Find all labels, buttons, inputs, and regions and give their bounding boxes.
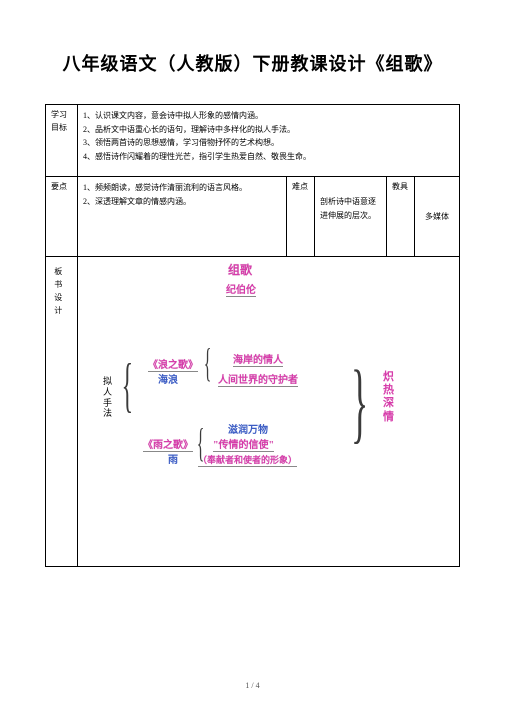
lesson-table: 学习 目标 1、认识课文内容，意会诗中拟人形象的感情内涵。 2、品析文中语重心长… bbox=[45, 104, 460, 567]
left-label: 拟人手法 bbox=[103, 376, 115, 419]
difficulty-label: 难点 bbox=[287, 177, 315, 257]
board-diagram: 组歌 纪伯伦 拟人手法 { 《浪之歌》 海浪 { 海岸的情人 人间世界的守护者 … bbox=[83, 261, 454, 551]
board-design-cell: 组歌 纪伯伦 拟人手法 { 《浪之歌》 海浪 { 海岸的情人 人间世界的守护者 … bbox=[78, 257, 460, 567]
item2-r2: （奉献者和使者的形象） bbox=[198, 453, 297, 467]
item1-r1: 海岸的情人 bbox=[233, 351, 283, 367]
left-brace: { bbox=[122, 351, 134, 420]
item2-r1: "传情的信使" bbox=[213, 436, 274, 452]
tool-label: 教具 bbox=[387, 177, 415, 257]
keypoint-content: 1、频频朗读，感觉诗作清丽流利的语言风格。 2、深透理解文章的情感内涵。 bbox=[78, 177, 287, 257]
difficulty-content: 剖析诗中语意逐进伸展的层次。 bbox=[315, 177, 387, 257]
diagram-title: 组歌 bbox=[228, 261, 252, 278]
page-title: 八年级语文（人教版）下册教课设计《组歌》 bbox=[45, 50, 460, 76]
item1-sub: 海浪 bbox=[158, 371, 178, 386]
item1-r2: 人间世界的守护者 bbox=[218, 371, 298, 387]
objectives-label: 学习 目标 bbox=[46, 105, 78, 177]
item1-brace: { bbox=[204, 339, 212, 386]
page-footer: 1 / 4 bbox=[0, 681, 505, 690]
keypoint-label: 要点 bbox=[46, 177, 78, 257]
tool-content: 多媒体 bbox=[415, 177, 460, 257]
objectives-content: 1、认识课文内容，意会诗中拟人形象的感情内涵。 2、品析文中语重心长的语句，理解… bbox=[78, 105, 460, 177]
item2-sub: 雨 bbox=[168, 451, 178, 466]
right-brace: } bbox=[351, 351, 368, 454]
diagram-subtitle: 纪伯伦 bbox=[226, 281, 256, 297]
item2-mid: 滋润万物 bbox=[228, 421, 268, 436]
item2-title: 《雨之歌》 bbox=[143, 436, 193, 452]
item1-title: 《浪之歌》 bbox=[148, 356, 198, 372]
board-design-label: 板书设计 bbox=[46, 257, 78, 567]
right-label: 炽热深情 bbox=[383, 371, 397, 424]
